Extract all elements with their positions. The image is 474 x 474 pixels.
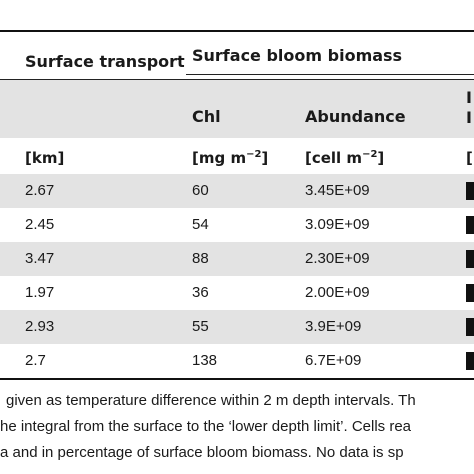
cell-cut-off [466,352,474,370]
cell-transport: 2.93 [25,318,55,335]
cell-transport: 3.47 [25,250,55,267]
cell-chl: 36 [192,284,209,301]
cell-cut-off [466,216,474,234]
table-row: 2.7 138 6.7E+09 [0,344,474,378]
cell-chl: 55 [192,318,209,335]
cell-chl: 138 [192,352,218,369]
unit-cell-exponent: −2 [362,149,378,160]
unit-chl: [mg m−2] [192,149,268,167]
cell-abundance: 2.00E+09 [305,284,370,301]
group-header-surface-bloom-biomass: Surface bloom biomass [192,46,403,65]
table-bottom-rule [0,378,474,380]
footnote-line-3: a and in percentage of surface bloom bio… [0,444,404,461]
unit-cell-suffix: ] [377,149,385,167]
group-header-underline [186,74,474,75]
unit-km: [km] [25,149,65,167]
group-header-surface-transport: Surface transport [25,52,185,71]
unit-chl-suffix: ] [261,149,269,167]
cell-abundance: 2.30E+09 [305,250,370,267]
unit-cut-column: [ [466,149,473,167]
column-header-chl: Chl [192,107,221,126]
cell-cut-off [466,182,474,200]
column-header-cut-top: I [466,88,472,107]
cell-abundance: 3.9E+09 [305,318,362,335]
footnote-line-2: he integral from the surface to the ‘low… [0,418,412,435]
header-shaded-band [0,80,474,138]
cell-abundance: 3.09E+09 [305,216,370,233]
column-header-abundance: Abundance [305,107,406,126]
unit-chl-exponent: −2 [246,149,262,160]
cell-abundance: 6.7E+09 [305,352,362,369]
table-row: 2.93 55 3.9E+09 [0,310,474,344]
unit-chl-prefix: [mg m [192,149,247,167]
cell-transport: 2.45 [25,216,55,233]
footnote-line-1: given as temperature difference within 2… [6,392,416,409]
cell-abundance: 3.45E+09 [305,182,370,199]
unit-cell: [cell m−2] [305,149,384,167]
table-row: 3.47 88 2.30E+09 [0,242,474,276]
cell-transport: 1.97 [25,284,55,301]
cell-cut-off [466,284,474,302]
cell-chl: 60 [192,182,209,199]
cell-chl: 54 [192,216,209,233]
table-top-rule [0,30,474,32]
cell-transport: 2.7 [25,352,46,369]
cell-transport: 2.67 [25,182,55,199]
column-header-cut-bottom: I [466,108,472,127]
table-row: 1.97 36 2.00E+09 [0,276,474,310]
unit-cell-prefix: [cell m [305,149,363,167]
table-row: 2.67 60 3.45E+09 [0,174,474,208]
table-row: 2.45 54 3.09E+09 [0,208,474,242]
cell-cut-off [466,318,474,336]
cell-cut-off [466,250,474,268]
header-rule [0,79,474,80]
cell-chl: 88 [192,250,209,267]
